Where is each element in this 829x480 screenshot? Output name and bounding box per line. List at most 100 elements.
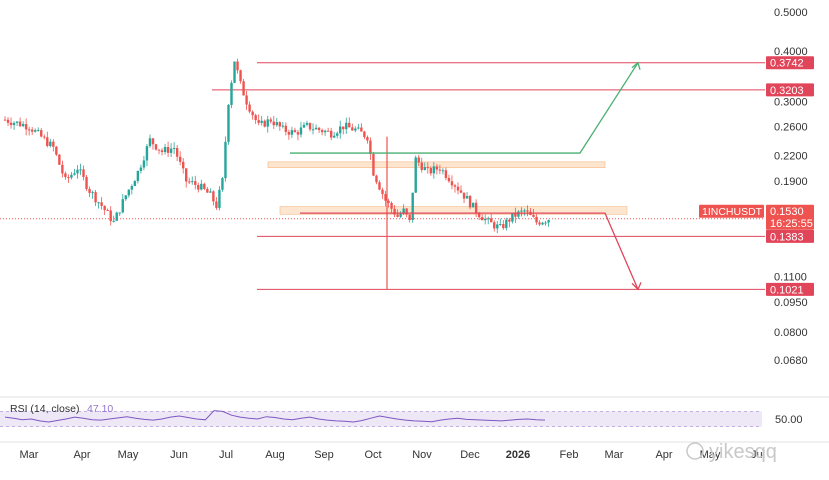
candle-body (290, 130, 294, 135)
candle-body (82, 169, 85, 177)
candle-body (46, 137, 49, 147)
y-axis[interactable]: 0.50000.40000.30000.26000.22000.19000.16… (774, 7, 808, 367)
candle-body (239, 70, 242, 82)
projection-up-path (290, 62, 639, 154)
candle-body (432, 166, 436, 174)
candle-body (18, 121, 22, 127)
candle-body (299, 127, 303, 135)
candle-body (106, 210, 109, 212)
candle-body (339, 126, 342, 134)
candle-body (317, 127, 321, 130)
candle-body (526, 210, 529, 212)
candles-layer (3, 58, 550, 234)
candle-body (387, 200, 390, 203)
candle-body (372, 154, 375, 176)
x-axis[interactable]: Mar Apr May Jun Jul Aug Sep Oct Nov Dec 2026 Feb Mar… (0, 441, 829, 461)
y-tick-label: 0.1100 (774, 271, 807, 283)
projection-down-arrowhead (631, 282, 642, 291)
candle-body (115, 212, 118, 221)
candle-body (405, 208, 408, 215)
symbol-tag: 1INCHUSDT (699, 204, 764, 218)
candle-body (456, 186, 460, 191)
candle-body (212, 191, 215, 202)
rsi-pane[interactable]: RSI (14, close) 47.10 50.00 (0, 396, 829, 428)
candle-body (477, 213, 481, 218)
candle-body (112, 220, 115, 222)
candle-body (323, 130, 327, 133)
candle-body (24, 124, 28, 130)
candle-body (305, 122, 309, 125)
candle-body (399, 213, 402, 217)
candle-body (453, 185, 457, 187)
current-price-value: 0.1530 (770, 206, 804, 218)
y-tick-label: 0.2200 (774, 150, 808, 162)
candle-body (523, 210, 526, 212)
projection-down-path (300, 212, 639, 290)
candle-body (203, 183, 206, 189)
candle-body (296, 132, 300, 135)
candle-body (308, 122, 312, 130)
candle-body (49, 141, 52, 147)
candle-body (266, 119, 269, 127)
projection-layer (290, 61, 642, 291)
candle-body (429, 168, 433, 174)
candle-body (178, 156, 182, 162)
candle-body (272, 121, 275, 126)
candle-body (163, 147, 167, 153)
candle-body (181, 161, 185, 169)
candle-body (414, 157, 417, 193)
candle-body (363, 131, 366, 138)
level-tag-2: 0.1383 (766, 229, 814, 243)
candle-body (520, 210, 523, 212)
level-tag-2-bg (766, 229, 814, 243)
candle-body (251, 111, 254, 116)
y-tick-label: 0.2600 (774, 121, 808, 133)
candle-body (511, 212, 514, 222)
level-tag-1: 0.3203 (766, 83, 814, 97)
candle-body (390, 202, 393, 209)
candle-body (496, 224, 499, 229)
candle-body (70, 174, 73, 178)
candle-body (441, 170, 445, 172)
candle-body (278, 122, 282, 127)
candle-body (411, 192, 414, 220)
candle-body (284, 125, 288, 132)
candle-body (145, 146, 149, 161)
candle-body (320, 129, 324, 133)
candle-body (393, 208, 396, 215)
candle-body (148, 138, 152, 147)
candle-body (468, 196, 472, 208)
projection-up-arrowhead (631, 61, 641, 70)
watermark: yikesqq (686, 441, 777, 463)
candle-body (329, 130, 333, 138)
candle-body (420, 162, 423, 170)
x-tick-label: Nov (412, 449, 432, 461)
candle-body (124, 195, 127, 200)
candle-body (302, 124, 306, 128)
candle-body (314, 127, 318, 130)
candle-body (260, 120, 263, 123)
current-price-tag-bg (766, 204, 814, 230)
candle-body (109, 210, 112, 222)
candle-body (502, 224, 505, 229)
rsi-level-label: 50.00 (775, 414, 803, 426)
level-tag-0: 0.3742 (766, 56, 814, 70)
x-tick-label: Aug (265, 449, 285, 461)
candle-body (157, 149, 161, 151)
y-tick-label: 0.0800 (774, 327, 808, 339)
candle-body (3, 119, 7, 121)
candle-body (34, 130, 37, 132)
candle-body (6, 119, 10, 123)
candle-body (245, 95, 248, 105)
symbol-tag-text: 1INCHUSDT (702, 206, 763, 218)
candle-body (230, 82, 233, 105)
level-tag-3-text: 0.1021 (770, 284, 804, 296)
candle-body (480, 217, 484, 221)
candle-body (490, 218, 493, 223)
x-tick-label: Dec (460, 449, 480, 461)
candle-body (55, 146, 58, 155)
candle-body (471, 202, 475, 208)
y-tick-label: 0.1900 (774, 176, 808, 188)
